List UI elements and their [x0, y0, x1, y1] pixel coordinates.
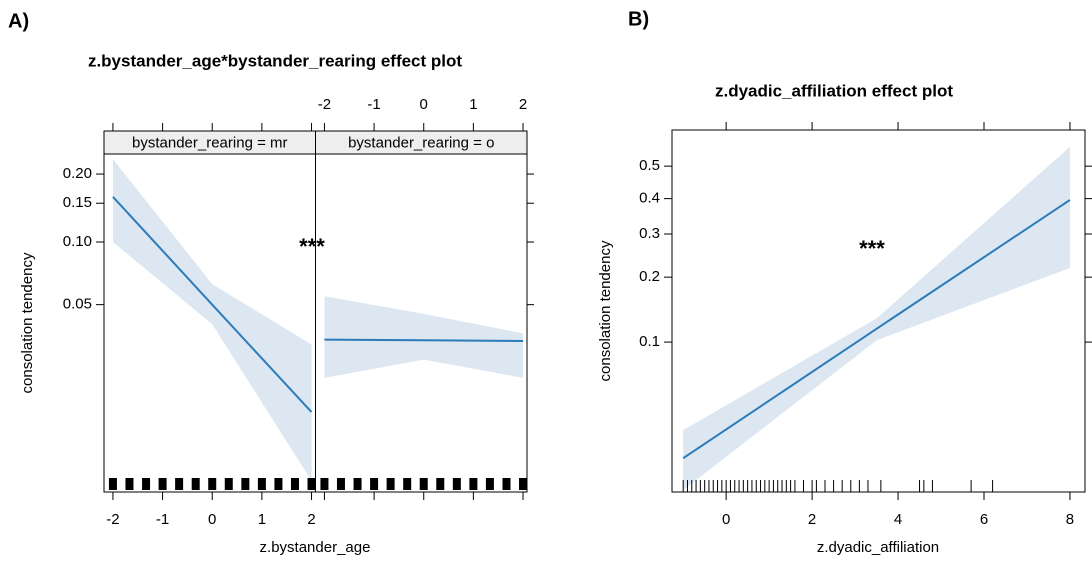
x-tick-label: -1: [367, 96, 380, 113]
y-axis-label: consolation tendency: [597, 240, 614, 381]
rug-mark: [274, 478, 283, 490]
effect-line: [324, 338, 524, 342]
chart-title: z.dyadic_affiliation effect plot: [715, 81, 953, 100]
effect-line: [112, 196, 313, 413]
panel-frame: [671, 129, 1086, 493]
x-axis-label: z.dyadic_affiliation: [817, 539, 939, 556]
y-tick-label: 0.3: [639, 225, 660, 242]
x-tick-label: 6: [980, 511, 988, 528]
y-tick-label: 0.20: [63, 165, 92, 182]
y-tick-label: 0.1: [639, 333, 660, 350]
x-tick-label: 1: [469, 96, 477, 113]
rug-mark: [485, 478, 494, 490]
rug-mark: [336, 478, 345, 490]
rug-mark: [208, 478, 217, 490]
rug-mark: [175, 478, 184, 490]
x-tick-label: -1: [156, 511, 169, 528]
x-tick-label: 1: [258, 511, 266, 528]
confidence-band: [324, 296, 524, 378]
confidence-band: [683, 146, 1070, 491]
rug-mark: [241, 478, 250, 490]
x-tick-label: 2: [808, 511, 816, 528]
y-tick-label: 0.15: [63, 194, 92, 211]
chart-title: z.bystander_age*bystander_rearing effect…: [88, 51, 462, 70]
rug-mark: [436, 478, 445, 490]
significance-annotation: ***: [299, 234, 325, 259]
confidence-band: [112, 159, 312, 481]
rug-mark: [519, 478, 528, 490]
x-tick-label: 0: [722, 511, 730, 528]
rug-mark: [142, 478, 151, 490]
rug-mark: [403, 478, 412, 490]
strip-label: bystander_rearing = o: [348, 134, 494, 151]
rug-mark: [469, 478, 478, 490]
y-tick-label: 0.5: [639, 157, 660, 174]
rug-mark: [502, 478, 511, 490]
significance-annotation: ***: [859, 236, 885, 261]
x-tick-label: 2: [519, 96, 527, 113]
y-tick-label: 0.4: [639, 190, 660, 207]
x-tick-label: 8: [1066, 511, 1074, 528]
x-tick-label: 4: [894, 511, 902, 528]
x-tick-label: 2: [307, 511, 315, 528]
x-axis-label: z.bystander_age: [260, 539, 371, 556]
rug-mark: [452, 478, 461, 490]
x-tick-label: -2: [318, 96, 331, 113]
strip-label: bystander_rearing = mr: [132, 134, 288, 151]
y-tick-label: 0.10: [63, 233, 92, 250]
rug-mark: [370, 478, 379, 490]
rug-mark: [290, 478, 299, 490]
x-tick-label: -2: [106, 511, 119, 528]
rug-mark: [125, 478, 134, 490]
rug-mark: [257, 478, 266, 490]
rug-mark: [386, 478, 395, 490]
rug-mark: [108, 478, 117, 490]
rug-mark: [224, 478, 233, 490]
panel-label: B): [628, 8, 649, 30]
y-axis-label: consolation tendency: [19, 252, 36, 393]
rug-mark: [158, 478, 167, 490]
x-tick-label: 0: [420, 96, 428, 113]
panel-frame: [315, 130, 528, 493]
rug-mark: [419, 478, 428, 490]
y-tick-label: 0.05: [63, 296, 92, 313]
effect-line: [682, 199, 1071, 460]
y-tick-label: 0.2: [639, 268, 660, 285]
panel-label: A): [8, 10, 29, 32]
rug-mark: [191, 478, 200, 490]
x-tick-label: 0: [208, 511, 216, 528]
rug-mark: [307, 478, 316, 490]
rug-mark: [320, 478, 329, 490]
rug-mark: [353, 478, 362, 490]
